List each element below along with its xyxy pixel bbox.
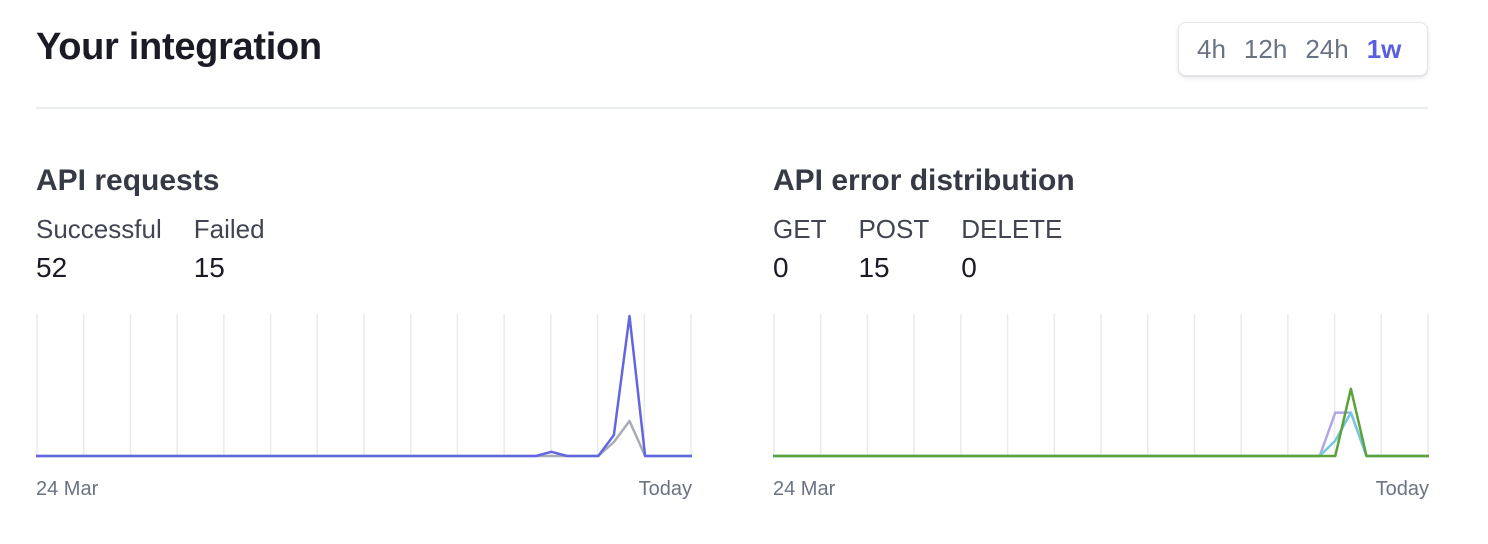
metric-get: GET 0 bbox=[773, 212, 826, 288]
time-range-selector: 4h 12h 24h 1w bbox=[1178, 22, 1428, 76]
api-requests-x-end: Today bbox=[638, 478, 692, 500]
range-option-4h[interactable]: 4h bbox=[1197, 33, 1226, 64]
page-title: Your integration bbox=[36, 26, 322, 68]
range-option-1w[interactable]: 1w bbox=[1366, 33, 1402, 64]
metric-delete-value: 0 bbox=[961, 252, 977, 283]
api-error-distribution-panel: API error distribution GET 0 POST 15 DEL… bbox=[773, 160, 1429, 520]
metric-successful-value: 52 bbox=[36, 252, 68, 283]
api-requests-metrics: Successful 52 Failed 15 bbox=[36, 212, 692, 288]
metric-get-label: GET bbox=[773, 214, 827, 244]
api-requests-title: API requests bbox=[36, 164, 220, 197]
metric-failed-value: 15 bbox=[193, 252, 225, 283]
chart-series-line-0 bbox=[36, 314, 692, 458]
metric-post-value: 15 bbox=[858, 252, 890, 283]
metric-successful: Successful 52 bbox=[36, 212, 162, 288]
metric-get-value: 0 bbox=[773, 252, 789, 283]
metric-failed-label: Failed bbox=[193, 214, 265, 244]
metric-successful-label: Successful bbox=[36, 214, 162, 244]
metric-delete: DELETE 0 bbox=[961, 212, 1062, 288]
api-requests-chart[interactable] bbox=[36, 314, 692, 464]
api-error-distribution-chart[interactable] bbox=[773, 314, 1429, 464]
range-option-24h[interactable]: 24h bbox=[1305, 33, 1349, 64]
header-divider bbox=[36, 107, 1428, 109]
range-option-12h[interactable]: 12h bbox=[1243, 33, 1288, 64]
api-errors-x-end: Today bbox=[1375, 478, 1429, 500]
chart-series-line-0 bbox=[773, 387, 1429, 458]
api-errors-x-start: 24 Mar bbox=[773, 478, 836, 500]
metric-failed: Failed 15 bbox=[194, 212, 265, 288]
metric-post-label: POST bbox=[858, 214, 930, 244]
metric-post: POST 15 bbox=[858, 212, 929, 288]
api-errors-title: API error distribution bbox=[773, 164, 1075, 197]
api-requests-x-start: 24 Mar bbox=[36, 478, 99, 500]
api-errors-metrics: GET 0 POST 15 DELETE 0 bbox=[773, 212, 1429, 288]
metric-delete-label: DELETE bbox=[961, 214, 1063, 244]
api-requests-panel: API requests Successful 52 Failed 15 24 … bbox=[36, 160, 692, 520]
